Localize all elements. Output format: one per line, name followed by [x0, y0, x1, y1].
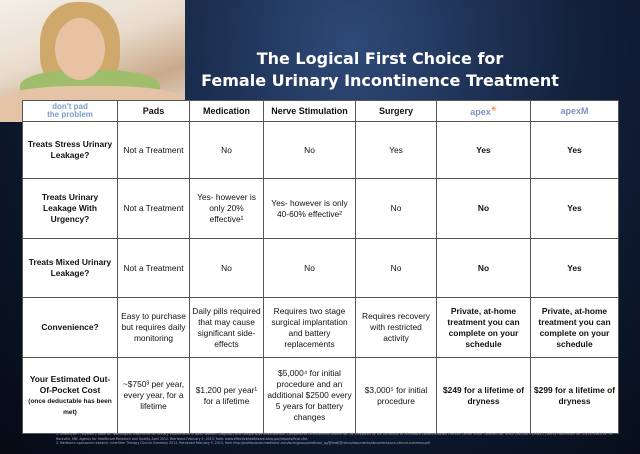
table-cell: No [189, 121, 264, 179]
row-label: Convenience? [22, 297, 118, 358]
header-row: don't pad the problem Pads Medication Ner… [22, 100, 619, 122]
table-cell: No [189, 238, 264, 298]
footnotes: 1. Shamliyan T, Wyman J, Kane RL. Nonsur… [56, 432, 613, 445]
table-row: Convenience? Easy to purchase but require… [22, 297, 619, 358]
table-cell: No [355, 238, 437, 298]
table-cell: ~$750³ per year, every year, for a lifet… [117, 357, 190, 434]
table-cell: Requires two stage surgical implantation… [263, 297, 356, 358]
table-cell: Yes [436, 121, 531, 179]
col-nerve: Nerve Stimulation [263, 100, 356, 122]
table-cell: No [436, 178, 531, 239]
table-cell: Yes [530, 178, 619, 239]
table-cell: Not a Treatment [117, 238, 190, 298]
table-cell: Easy to purchase but requires daily moni… [117, 297, 190, 358]
apexm-logo: apexM [530, 100, 619, 122]
title-line-2: Female Urinary Incontinence Treatment [201, 71, 559, 90]
table-cell: Private, at-home treatment you can compl… [436, 297, 531, 358]
table-row: Treats Stress Urinary Leakage? Not a Trea… [22, 121, 619, 179]
table-cell: $5,000⁴ for initial procedure and an add… [263, 357, 356, 434]
table-cell: Daily pills required that may cause sign… [189, 297, 264, 358]
col-pads: Pads [117, 100, 190, 122]
table-cell: Private, at-home treatment you can compl… [530, 297, 619, 358]
title-line-1: The Logical First Choice for [256, 49, 504, 68]
table-cell: Yes [530, 121, 619, 179]
table-cell: Yes [355, 121, 437, 179]
table-cell: $3,000⁵ for initial procedure [355, 357, 437, 434]
table-cell: Not a Treatment [117, 178, 190, 239]
table-cell: Requires recovery with restricted activi… [355, 297, 437, 358]
row-label: Treats Mixed Urinary Leakage? [22, 238, 118, 298]
table-row: Treats Mixed Urinary Leakage? Not a Treat… [22, 238, 619, 298]
table-cell: Yes- however is only 20% effective¹ [189, 178, 264, 239]
table-cell: No [263, 121, 356, 179]
col-surgery: Surgery [355, 100, 437, 122]
dont-pad-logo: don't pad the problem [22, 100, 118, 122]
table-cell: Yes- however is only 40-60% effective² [263, 178, 356, 239]
table-cell: $249 for a lifetime of dryness [436, 357, 531, 434]
row-label: Treats Stress Urinary Leakage? [22, 121, 118, 179]
table-cell: Not a Treatment [117, 121, 190, 179]
row-label: Treats Urinary Leakage With Urgency? [22, 178, 118, 239]
apex-logo: apex✳ [436, 100, 531, 122]
table-cell: No [436, 238, 531, 298]
row-label: Your Estimated Out-Of-Pocket Cost (once d… [22, 357, 118, 434]
table-cell: $299 for a lifetime of dryness [530, 357, 619, 434]
table-cell: Yes [530, 238, 619, 298]
table-cell: No [263, 238, 356, 298]
col-medication: Medication [189, 100, 264, 122]
table-cell: No [355, 178, 437, 239]
table-cell: $1,200 per year¹ for a lifetime [189, 357, 264, 434]
table-row: Your Estimated Out-Of-Pocket Cost (once d… [22, 357, 619, 434]
table-row: Treats Urinary Leakage With Urgency? Not … [22, 178, 619, 239]
comparison-table: don't pad the problem Pads Medication Ner… [22, 100, 619, 434]
page-title: The Logical First Choice for Female Urina… [190, 48, 570, 92]
